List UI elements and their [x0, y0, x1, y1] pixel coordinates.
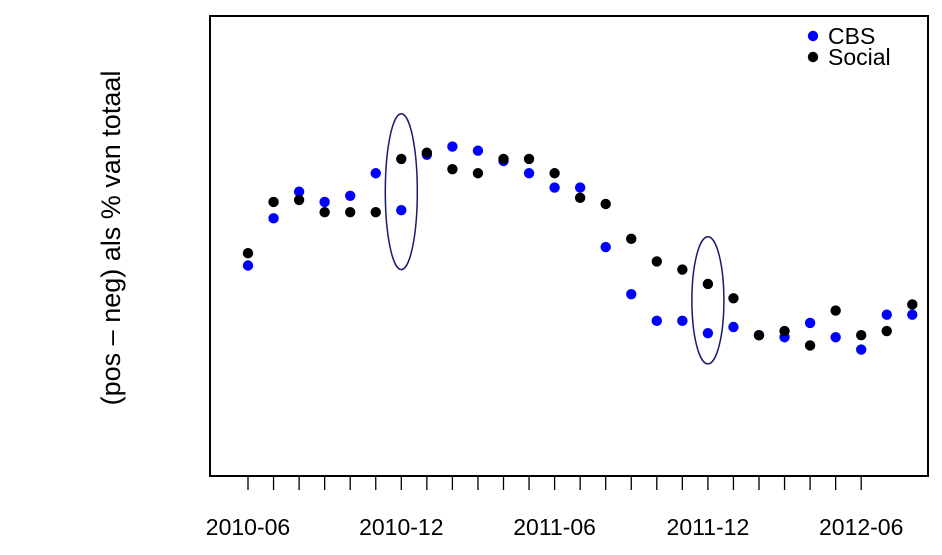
point-social — [600, 198, 611, 210]
point-cbs — [804, 317, 816, 329]
point-cbs — [626, 289, 637, 300]
point-social — [626, 233, 637, 245]
point-cbs — [881, 309, 892, 320]
point-cbs — [830, 332, 841, 343]
x-tick-label: 2010-12 — [359, 514, 443, 540]
legend-marker-cbs — [807, 30, 819, 42]
y-axis-title: (pos – neg) als % van totaal — [96, 71, 126, 406]
point-cbs — [677, 315, 688, 327]
point-cbs — [574, 182, 586, 193]
point-social — [447, 163, 458, 175]
point-social — [242, 248, 254, 259]
point-social — [702, 278, 714, 290]
point-cbs — [549, 182, 560, 193]
point-social — [293, 194, 305, 206]
x-tick-label: 2011-06 — [513, 514, 596, 540]
point-social — [574, 192, 586, 204]
point-cbs — [907, 309, 918, 320]
point-cbs — [523, 168, 535, 179]
point-social — [268, 196, 279, 208]
point-social — [523, 153, 535, 165]
point-cbs — [242, 260, 254, 271]
x-tick-label: 2010-06 — [206, 514, 290, 540]
x-axis: 2010-06 2010-12 2011-06 2011-12 2012-06 — [206, 475, 903, 540]
point-social — [421, 147, 433, 158]
point-social — [907, 299, 918, 310]
point-social — [319, 207, 330, 218]
point-cbs — [396, 204, 407, 216]
point-social — [856, 330, 867, 341]
annotation-layer — [384, 113, 725, 365]
point-social — [396, 153, 407, 165]
point-social — [345, 207, 356, 218]
point-cbs — [345, 190, 356, 201]
point-social — [498, 153, 509, 165]
point-cbs — [268, 213, 279, 224]
data-points — [242, 141, 918, 355]
point-social — [804, 340, 816, 351]
highlight-ellipse — [384, 113, 419, 271]
point-cbs — [856, 344, 867, 355]
point-cbs — [702, 327, 714, 339]
legend-label-social: Social — [828, 44, 891, 70]
highlight-ellipse — [691, 236, 725, 365]
point-cbs — [651, 315, 662, 327]
point-social — [779, 325, 790, 337]
point-social — [370, 207, 381, 218]
point-cbs — [447, 141, 458, 152]
point-cbs — [293, 186, 305, 197]
point-social — [472, 168, 484, 179]
point-social — [549, 168, 560, 179]
point-social — [830, 305, 841, 316]
point-social — [881, 325, 892, 337]
point-cbs — [370, 168, 381, 179]
point-social — [677, 264, 688, 275]
point-cbs — [319, 196, 330, 208]
plot-frame — [209, 15, 929, 477]
point-social — [651, 256, 662, 267]
x-tick-label: 2012-06 — [819, 514, 903, 540]
point-cbs — [728, 321, 739, 333]
legend-label-cbs: CBS — [828, 23, 875, 49]
point-social — [728, 293, 739, 304]
legend-marker-social — [807, 51, 819, 63]
point-cbs — [600, 241, 611, 253]
x-tick-label: 2011-12 — [667, 514, 750, 540]
point-cbs — [472, 145, 484, 156]
point-social — [753, 330, 765, 341]
